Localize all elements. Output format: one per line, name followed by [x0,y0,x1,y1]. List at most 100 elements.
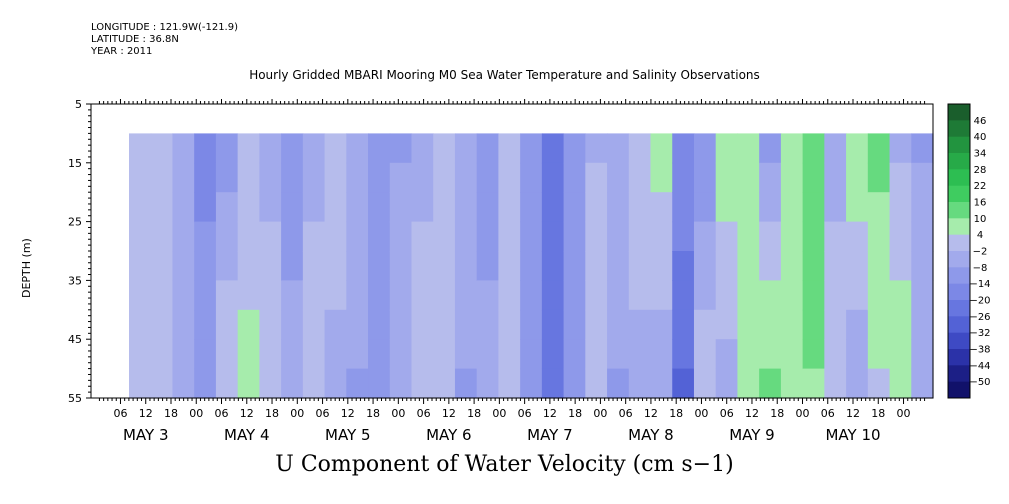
heatmap-cell [498,133,521,164]
hour-tick-label: 12 [139,407,153,420]
colorbar-swatch [948,381,970,399]
heatmap-cell [476,133,500,164]
heatmap-cell [889,251,912,281]
heatmap-cell [281,162,304,193]
colorbar-label: 46 [974,116,987,127]
heatmap-cell [302,192,326,223]
heatmap-cell [476,192,500,223]
heatmap-cell [650,309,673,340]
heatmap-cell [563,221,586,252]
heatmap-cell [346,221,369,252]
heatmap-cell [563,368,586,399]
heatmap-cell [498,251,521,281]
heatmap-cell [476,280,500,311]
hour-tick-label: 06 [316,407,330,420]
heatmap-cell [672,280,695,311]
heatmap-cell [889,192,912,223]
heatmap-cell [846,309,869,340]
heatmap-cell [346,368,369,399]
heatmap-cell [259,368,282,399]
heatmap-cell [520,162,543,193]
heatmap-cell [346,251,369,281]
heatmap-cell [867,251,891,281]
hour-tick-label: 06 [821,407,835,420]
y-tick-label: 5 [75,98,82,111]
heatmap-cell [824,280,847,311]
heatmap-cell [389,162,413,193]
heatmap-cell [889,133,912,164]
heatmap-cell [737,339,760,370]
heatmap-cell [715,368,739,399]
heatmap-cell [650,280,673,311]
heatmap-cell [259,221,282,252]
heatmap-cell [715,221,739,252]
heatmap-cell [454,339,478,370]
heatmap-cell [498,309,521,340]
heatmap-cell [368,251,391,281]
heatmap-cell [324,368,347,399]
heatmap-cell [780,192,804,223]
day-label: MAY 5 [325,426,371,444]
heatmap-cell [846,280,869,311]
heatmap-cell [780,251,804,281]
heatmap-cell [411,162,434,193]
colorbar-label: 10 [974,214,987,225]
heatmap-cell [172,339,195,370]
heatmap-cell [433,162,456,193]
heatmap-cell [346,133,369,164]
hour-tick-label: 18 [568,407,582,420]
heatmap-cell [628,368,652,399]
heatmap-cell [867,368,891,399]
heatmap-cell [150,221,174,252]
heatmap-cell [541,339,565,370]
heatmap-cell [194,133,217,164]
heatmap-cell [368,368,391,399]
heatmap-cell [498,280,521,311]
heatmap-cell [824,251,847,281]
heatmap-cell [302,368,326,399]
hour-tick-label: 18 [164,407,178,420]
hour-tick-label: 12 [341,407,355,420]
heatmap-cell [759,133,782,164]
heatmap-cell [389,309,413,340]
heatmap-cell [585,221,608,252]
heatmap-cell [476,221,500,252]
heatmap-cell [172,309,195,340]
heatmap-cell [628,221,652,252]
heatmap-cell [672,162,695,193]
heatmap-cell [172,133,195,164]
hour-tick-label: 12 [644,407,658,420]
heatmap-cell [911,368,934,399]
heatmap-cell [824,192,847,223]
heatmap-cell [215,162,239,193]
heatmap-cell [715,162,739,193]
heatmap-cell [520,368,543,399]
heatmap-cell [520,192,543,223]
colorbar-label: −44 [969,361,990,372]
hour-tick-label: 00 [290,407,304,420]
heatmap-cell [454,192,478,223]
heatmap-cell [302,162,326,193]
heatmap-cell [302,251,326,281]
colorbar-swatch [948,300,970,317]
heatmap-cell [215,309,239,340]
heatmap-cell [867,192,891,223]
heatmap-cell [759,221,782,252]
heatmap-cell [585,133,608,164]
heatmap-cell [824,339,847,370]
heatmap-cell [302,339,326,370]
heatmap-cell [368,280,391,311]
heatmap-cell [715,280,739,311]
hour-tick-label: 12 [543,407,557,420]
heatmap-cell [846,368,869,399]
heatmap-cell [607,339,630,370]
colorbar-swatch [948,218,970,236]
heatmap-cell [476,368,500,399]
heatmap-cell [411,192,434,223]
heatmap-cell [520,309,543,340]
colorbar-swatch [948,153,970,170]
hour-tick-label: 00 [694,407,708,420]
heatmap-cell [476,339,500,370]
heatmap-cell [628,251,652,281]
